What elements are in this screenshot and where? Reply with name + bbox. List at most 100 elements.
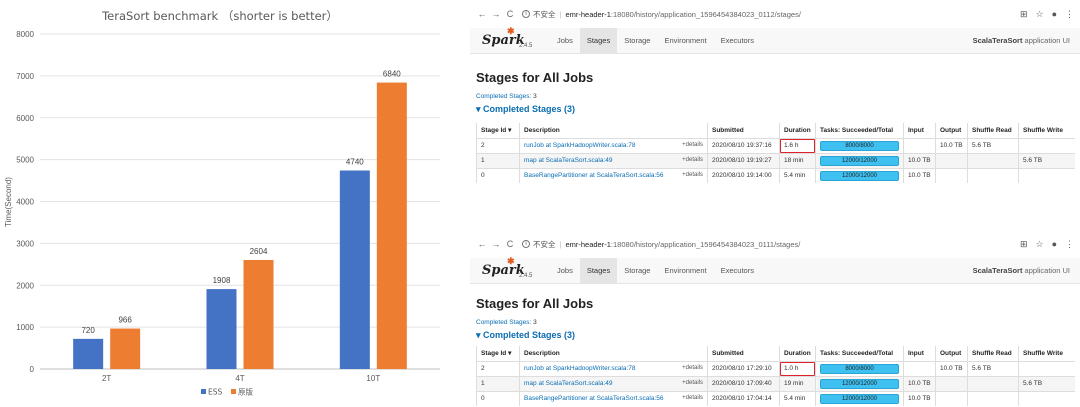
bookmark-icon[interactable]: ☆	[1035, 238, 1044, 249]
details-toggle[interactable]: +details	[682, 365, 703, 371]
stage-description-link[interactable]: map at ScalaTeraSort.scala:49	[524, 380, 613, 387]
back-icon[interactable]: ←	[477, 9, 487, 19]
info-icon[interactable]: i	[522, 10, 530, 18]
th-shuffle-read[interactable]: Shuffle Read	[967, 346, 1019, 362]
th-tasks[interactable]: Tasks: Succeeded/Total	[815, 346, 904, 362]
stage-description-link[interactable]: runJob at SparkHadoopWriter.scala:78	[524, 365, 636, 372]
th-output[interactable]: Output	[935, 123, 968, 139]
cell-shuffle-read	[967, 390, 1019, 406]
cell-input	[903, 137, 936, 153]
cell-description: +details BaseRangePartitioner at ScalaTer…	[519, 390, 708, 406]
th-duration[interactable]: Duration	[779, 123, 816, 139]
th-description[interactable]: Description	[519, 123, 708, 139]
th-tasks[interactable]: Tasks: Succeeded/Total	[815, 123, 904, 139]
translate-icon[interactable]: ⊞	[1019, 8, 1028, 19]
tab-jobs[interactable]: Jobs	[557, 266, 573, 275]
legend-swatch	[231, 389, 236, 394]
details-toggle[interactable]: +details	[682, 142, 703, 148]
th-input[interactable]: Input	[903, 123, 936, 139]
forward-icon[interactable]: →	[491, 239, 501, 249]
completed-stages-link[interactable]: Completed Stages:	[476, 93, 532, 100]
profile-icon[interactable]: ●	[1051, 238, 1057, 249]
cell-input: 10.0 TB	[903, 375, 936, 391]
cell-tasks: 12000/12000	[815, 152, 904, 168]
th-output[interactable]: Output	[935, 346, 968, 362]
data-label: 720	[81, 326, 95, 335]
th-description[interactable]: Description	[519, 346, 708, 362]
th-submitted[interactable]: Submitted	[707, 123, 780, 139]
details-toggle[interactable]: +details	[682, 395, 703, 402]
forward-icon[interactable]: →	[491, 9, 501, 19]
tab-jobs[interactable]: Jobs	[557, 36, 573, 45]
data-labels: 720 966 1908 2604 4740 6840	[81, 70, 401, 335]
th-shuffle-write[interactable]: Shuffle Write	[1018, 123, 1075, 139]
duration-value: 1.0 h	[784, 365, 799, 372]
collapse-arrow-icon: ▾	[476, 330, 484, 340]
translate-icon[interactable]: ⊞	[1019, 238, 1028, 249]
reload-icon[interactable]: C	[506, 239, 514, 249]
back-icon[interactable]: ←	[477, 239, 487, 249]
address-bar: ← → C i 不安全 | emr-header-1 :18080/histor…	[470, 0, 1080, 28]
cell-shuffle-write: 5.6 TB	[1018, 375, 1075, 391]
spark-logo[interactable]: Spark ✱	[482, 27, 532, 48]
tab-executors[interactable]: Executors	[720, 266, 754, 275]
bar-original-10t	[376, 82, 407, 369]
details-toggle[interactable]: +details	[682, 380, 703, 386]
th-submitted[interactable]: Submitted	[707, 346, 780, 362]
menu-icon[interactable]: ⋮	[1065, 238, 1074, 249]
spark-logo[interactable]: Spark ✱	[482, 257, 532, 278]
stage-description-link[interactable]: runJob at SparkHadoopWriter.scala:78	[524, 142, 636, 149]
nav-tabs: Jobs Stages Storage Environment Executors	[550, 28, 761, 53]
tab-stages[interactable]: Stages	[579, 258, 618, 283]
tab-environment[interactable]: Environment	[664, 266, 707, 275]
details-toggle[interactable]: +details	[682, 157, 703, 163]
th-input[interactable]: Input	[903, 346, 936, 362]
cell-submitted: 2020/08/10 17:29:10	[707, 360, 780, 376]
url-separator: |	[559, 9, 562, 19]
cell-id: 2	[476, 137, 520, 153]
bar-original-4t	[243, 259, 274, 369]
url-host: emr-header-1	[565, 239, 611, 249]
table-row: 2 +details runJob at SparkHadoopWriter.sca…	[476, 360, 1075, 376]
th-stage-id[interactable]: Stage Id ▾	[476, 123, 520, 139]
tab-stages[interactable]: Stages	[579, 28, 618, 53]
bar-ess-4t	[206, 289, 237, 369]
profile-icon[interactable]: ●	[1051, 8, 1057, 19]
th-shuffle-write[interactable]: Shuffle Write	[1018, 346, 1075, 362]
x-tick-label: 10T	[366, 374, 380, 383]
bookmark-icon[interactable]: ☆	[1035, 8, 1044, 19]
bar-ess-10t	[339, 170, 370, 369]
cell-tasks: 8000/8000	[815, 137, 904, 153]
y-tick-label: 5000	[16, 156, 34, 165]
stage-description-link[interactable]: BaseRangePartitioner at ScalaTeraSort.sc…	[524, 172, 664, 180]
browser-window-2: ← → C i 不安全 | emr-header-1 :18080/histor…	[470, 230, 1080, 407]
reload-icon[interactable]: C	[506, 9, 514, 19]
th-duration[interactable]: Duration	[779, 346, 816, 362]
info-icon[interactable]: i	[522, 240, 530, 248]
stage-description-link[interactable]: BaseRangePartitioner at ScalaTeraSort.sc…	[524, 395, 664, 403]
chart-panel: TeraSort benchmark （shorter is better） T…	[0, 0, 455, 407]
x-tick-label: 2T	[102, 374, 111, 383]
completed-stages-header[interactable]: ▾ Completed Stages (3)	[470, 100, 1080, 115]
tab-storage[interactable]: Storage	[624, 36, 651, 45]
page-title: Stages for All Jobs	[476, 70, 594, 85]
th-stage-id[interactable]: Stage Id ▾	[476, 346, 520, 362]
tab-environment[interactable]: Environment	[664, 36, 707, 45]
th-shuffle-read[interactable]: Shuffle Read	[967, 123, 1019, 139]
stage-description-link[interactable]: map at ScalaTeraSort.scala:49	[524, 157, 613, 164]
tab-storage[interactable]: Storage	[624, 266, 651, 275]
insecure-label: 不安全	[533, 239, 556, 249]
url-field[interactable]: i 不安全 | emr-header-1 :18080/history/appl…	[522, 239, 1020, 250]
menu-icon[interactable]: ⋮	[1065, 8, 1074, 19]
tasks-progress-bar: 12000/12000	[820, 393, 899, 404]
legend-label: ESS	[208, 388, 222, 397]
details-toggle[interactable]: +details	[682, 172, 703, 179]
duration-value: 19 min	[784, 380, 804, 387]
completed-stages-link[interactable]: Completed Stages:	[476, 319, 532, 326]
url-field[interactable]: i 不安全 | emr-header-1 :18080/history/appl…	[522, 9, 1020, 20]
spark-star-icon: ✱	[507, 27, 515, 37]
cell-output: 10.0 TB	[935, 360, 968, 376]
cell-description: +details runJob at SparkHadoopWriter.scal…	[519, 360, 708, 376]
tab-executors[interactable]: Executors	[720, 36, 754, 45]
completed-stages-header[interactable]: ▾ Completed Stages (3)	[470, 326, 1080, 341]
